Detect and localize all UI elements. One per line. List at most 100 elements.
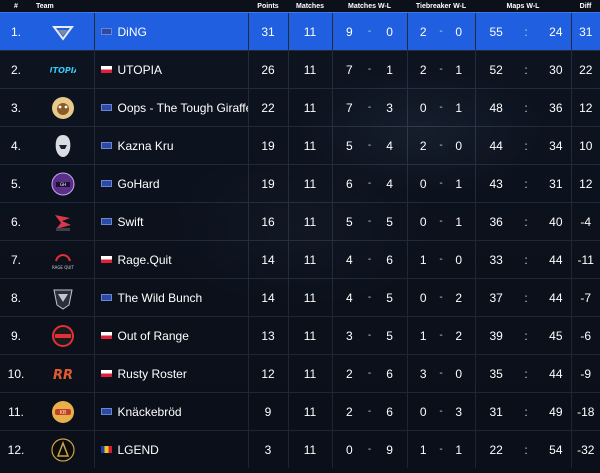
table-row[interactable]: 11. KB Knäckebröd 9 11 2 - 6 0 - 3 31: 49 -18 [0, 392, 600, 431]
header-matches-wl[interactable]: Matches W-L [332, 0, 407, 13]
wl-dash: - [367, 292, 372, 303]
romania-flag-icon [100, 445, 112, 453]
tiebreaker-won: 3 [419, 366, 427, 381]
wl-dash: - [367, 406, 372, 417]
table-row[interactable]: 10. RR Rusty Roster 12 11 2 - 6 3 - 0 35: 44 -9 [0, 354, 600, 393]
points-cell: 12 [247, 354, 288, 393]
rank-cell: 12. [0, 430, 32, 468]
matches-cell: 11 [287, 88, 332, 127]
team-name[interactable]: UTOPIA [117, 62, 162, 77]
maps-lost: 44 [549, 290, 563, 305]
team-cell[interactable]: Out of Range [93, 316, 248, 355]
matches-cell: 11 [287, 354, 332, 393]
svg-text:RAGE QUIT: RAGE QUIT [52, 265, 74, 270]
team-name[interactable]: Rusty Roster [117, 366, 187, 381]
matches-cell: 11 [287, 12, 332, 51]
table-row[interactable]: 5. GH GoHard 19 11 6 - 4 0 - 1 43: 31 12 [0, 164, 600, 203]
rank-cell: 7. [0, 240, 32, 279]
team-name[interactable]: Oops - The Tough Giraffe [117, 100, 249, 115]
tiebreaker-lost: 0 [455, 24, 463, 39]
maps-lost: 54 [549, 442, 563, 457]
header-maps-wl[interactable]: Maps W-L [475, 0, 571, 13]
table-row[interactable]: 1. DiNG 31 11 9-0 2-0 55:24 31 [0, 12, 600, 51]
matches-won: 4 [346, 252, 353, 267]
diff-cell: 31 [570, 12, 600, 51]
header-tiebreaker-wl[interactable]: Tiebreaker W-L [407, 0, 475, 13]
eu-flag-icon [100, 103, 112, 111]
kazna-kru-logo-icon [32, 133, 94, 159]
points-cell: 26 [247, 50, 288, 89]
diff-cell: 12 [570, 164, 600, 203]
maps-won: 35 [489, 366, 503, 381]
maps-won: 55 [489, 24, 503, 39]
team-cell[interactable]: Rage.Quit [93, 240, 248, 279]
maps-lost: 49 [549, 404, 563, 419]
team-name[interactable]: Out of Range [117, 328, 189, 343]
team-name[interactable]: Knäckebröd [117, 404, 182, 419]
team-cell[interactable]: Oops - The Tough Giraffe [93, 88, 249, 127]
team-name[interactable]: Swift [117, 214, 144, 229]
tiebreaker-wl-cell: 0 - 1 [406, 88, 475, 127]
header-points[interactable]: Points [248, 0, 288, 13]
team-cell[interactable]: UTOPIA [93, 50, 248, 89]
tiebreaker-wl-cell: 2 - 0 [406, 12, 475, 51]
maps-colon: : [524, 290, 528, 305]
table-row[interactable]: 12. LGEND 3 11 0 - 9 1 - 1 22: 54 -32 [0, 430, 600, 468]
team-cell[interactable]: DiNG [93, 12, 248, 51]
table-row[interactable]: 9. Out of Range 13 11 3 - 5 1 - 2 39: 45 -6 [0, 316, 600, 355]
maps-won: 37 [489, 290, 503, 305]
team-cell[interactable]: Swift [93, 202, 248, 241]
maps-lost: 40 [549, 214, 563, 229]
table-row[interactable]: 4. Kazna Kru 19 11 5 - 4 2 - 0 44: 34 10 [0, 126, 600, 165]
eu-flag-icon [100, 217, 112, 225]
team-cell[interactable]: The Wild Bunch [93, 278, 248, 317]
tiebreaker-lost: 1 [455, 442, 463, 457]
team-cell[interactable]: Kazna Kru [93, 126, 248, 165]
matches-cell: 11 [287, 126, 332, 165]
maps-wl-cell: 48: 36 [474, 88, 571, 127]
tiebreaker-lost: 0 [455, 366, 463, 381]
maps-colon: : [524, 404, 528, 419]
team-name[interactable]: LGEND [117, 442, 159, 457]
matches-cell: 11 [287, 430, 332, 468]
matches-wl-cell: 5 - 4 [331, 126, 407, 165]
tiebreaker-wl-cell: 0 - 3 [406, 392, 475, 431]
header-diff[interactable]: Diff [571, 0, 600, 13]
table-header: # Team Points Matches Matches W-L Tiebre… [0, 0, 600, 13]
rank-cell: 4. [0, 126, 32, 165]
tiebreaker-won: 1 [419, 328, 427, 343]
maps-wl-cell: 55: 24 [474, 12, 571, 51]
matches-cell: 11 [287, 50, 332, 89]
tiebreaker-lost: 3 [455, 404, 463, 419]
maps-won: 44 [489, 138, 503, 153]
maps-lost: 36 [549, 100, 563, 115]
team-cell[interactable]: Knäckebröd [93, 392, 248, 431]
team-cell[interactable]: LGEND [93, 430, 248, 468]
tiebreaker-won: 0 [419, 214, 427, 229]
table-row[interactable]: 6. Swift 16 11 5 - 5 0 - 1 36: 40 -4 [0, 202, 600, 241]
header-matches[interactable]: Matches [288, 0, 332, 13]
team-name[interactable]: DiNG [117, 24, 147, 39]
team-name[interactable]: The Wild Bunch [117, 290, 203, 305]
table-row[interactable]: 3. Oops - The Tough Giraffe 22 11 7 - 3 0 - 1 48: 3… [0, 88, 600, 127]
matches-lost: 6 [386, 252, 393, 267]
team-name[interactable]: GoHard [117, 176, 160, 191]
wl-dash: - [367, 368, 372, 379]
team-cell[interactable]: Rusty Roster [93, 354, 248, 393]
matches-wl-cell: 0 - 9 [331, 430, 407, 468]
eu-flag-icon [100, 407, 112, 415]
team-name[interactable]: Kazna Kru [117, 138, 174, 153]
points-cell: 14 [247, 278, 288, 317]
team-name[interactable]: Rage.Quit [117, 252, 172, 267]
points-cell: 31 [247, 12, 288, 51]
table-row[interactable]: 7. RAGE QUIT Rage.Quit 14 11 4 - 6 1 - 0 33: 44 -11 [0, 240, 600, 279]
team-cell[interactable]: GoHard [93, 164, 248, 203]
wl-dash: - [367, 102, 372, 113]
maps-lost: 44 [549, 366, 563, 381]
header-team: Team [32, 0, 248, 13]
table-row[interactable]: 8. The Wild Bunch 14 11 4 - 5 0 - 2 37: 44 -7 [0, 278, 600, 317]
maps-wl-cell: 37: 44 [474, 278, 571, 317]
matches-cell: 11 [287, 240, 332, 279]
matches-won: 0 [346, 442, 353, 457]
